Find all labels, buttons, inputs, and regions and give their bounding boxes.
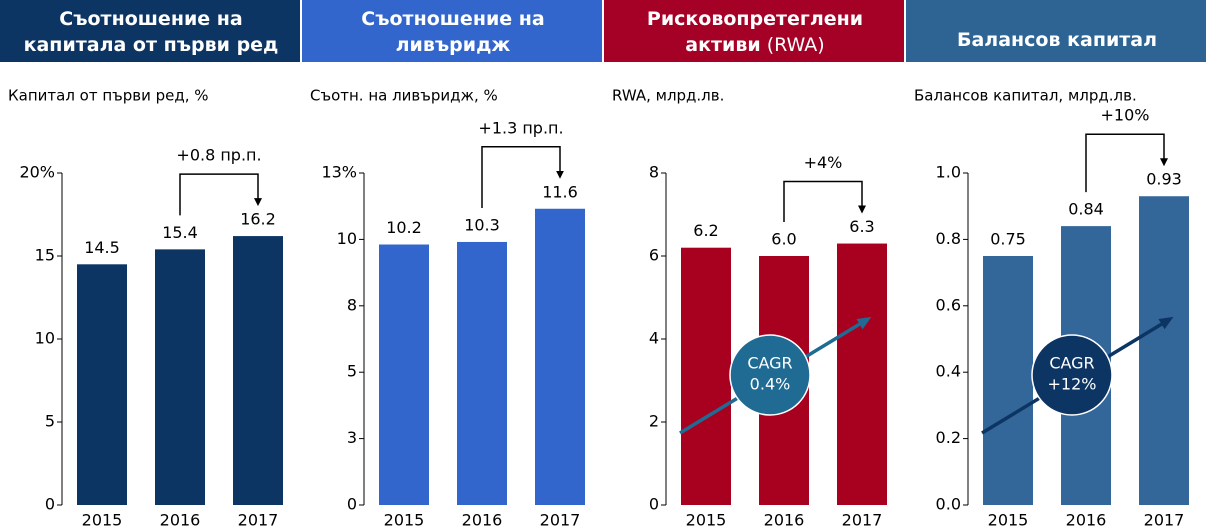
cagr-label: CAGR [747,354,792,373]
header [604,0,904,62]
header [0,0,300,62]
value-label: 10.2 [386,218,422,237]
header-title: Балансов капитал [957,29,1157,51]
header [302,0,602,62]
bar [837,243,887,506]
header-title-line: Съотношение на [59,8,242,30]
cagr-circle [729,334,811,416]
x-tick-label: 2017 [842,511,883,530]
y-tick-label: 15 [35,246,55,265]
bracket [783,180,866,222]
header-title-line: Рисковопретеглени [647,8,863,30]
annotation: +0.8 пр.п. [176,146,261,165]
value-label: 10.3 [464,215,500,234]
y-tick-label: 0.6 [936,295,961,314]
header-title-suffix: (RWA) [767,34,825,56]
x-tick-label: 2015 [686,511,727,530]
value-label: 11.6 [542,182,578,201]
y-tick-label: 8 [649,163,659,182]
annotation: +10% [1101,106,1150,125]
bar [681,247,731,505]
y-tick-label: 13% [321,163,357,182]
header-title: Съотношение на [59,8,242,30]
x-tick-label: 2015 [82,511,123,530]
header-title-line: Балансов капитал [957,29,1157,51]
header-title: активи (RWA) [685,34,824,56]
value-label: 0.84 [1068,200,1104,219]
bar [457,241,507,505]
value-label: 16.2 [240,210,276,229]
bracket [481,146,564,208]
header-title: капитала от първи ред [24,34,279,56]
annotation: +1.3 пр.п. [478,118,563,137]
x-tick-label: 2017 [238,511,279,530]
y-tick-label: 0.2 [936,428,961,447]
subtitle: Капитал от първи ред, % [8,87,209,105]
x-tick-label: 2016 [1066,511,1107,530]
y-tick-label: 4 [649,329,659,348]
y-tick-label: 0.8 [936,229,961,248]
y-tick-label: 0 [649,495,659,514]
header-title: Рисковопретеглени [647,8,863,30]
x-tick-label: 2016 [764,511,805,530]
subtitle: RWA, млрд.лв. [612,87,724,105]
annotation: +4% [804,153,843,172]
bar [535,208,585,505]
y-tick-label: 0 [45,495,55,514]
y-tick-label: 1.0 [936,163,961,182]
y-tick-label: 0.0 [936,495,961,514]
header-title-line: капитала от първи ред [24,34,279,56]
value-label: 0.93 [1146,170,1182,189]
header-title-line: Съотношение на [361,8,544,30]
x-tick-label: 2016 [462,511,503,530]
bar [77,264,127,505]
value-label: 15.4 [162,223,198,242]
header-title-line: активи [685,34,760,56]
subtitle: Съотн. на ливъридж, % [310,87,498,105]
header-title: ливъридж [396,34,511,56]
x-tick-label: 2015 [384,511,425,530]
cagr-label: CAGR [1049,354,1094,373]
bracket [179,173,262,216]
y-tick-label: 6 [649,246,659,265]
header-title: Съотношение на [361,8,544,30]
x-tick-label: 2015 [988,511,1029,530]
bar [983,256,1033,505]
y-tick-label: 2 [649,412,659,431]
cagr-rate: 0.4% [750,375,791,394]
y-tick-label: 5 [347,362,357,381]
value-label: 6.3 [849,217,874,236]
y-tick-label: 8 [347,295,357,314]
y-tick-label: 3 [347,428,357,447]
value-label: 6.2 [693,221,718,240]
bar [1139,196,1189,506]
x-tick-label: 2016 [160,511,201,530]
cagr-rate: +12% [1048,375,1097,394]
bar [233,236,283,505]
y-tick-label: 20% [19,163,55,182]
bar [379,244,429,505]
y-tick-label: 10 [35,329,55,348]
y-tick-label: 5 [45,412,55,431]
bar [155,249,205,505]
y-tick-label: 0 [347,495,357,514]
x-tick-label: 2017 [1144,511,1185,530]
value-label: 6.0 [771,230,796,249]
x-tick-label: 2017 [540,511,581,530]
subtitle: Балансов капитал, млрд.лв. [914,87,1137,105]
cagr-circle [1031,334,1113,416]
value-label: 14.5 [84,238,120,257]
bracket [1085,133,1168,193]
value-label: 0.75 [990,230,1026,249]
y-tick-label: 0.4 [936,362,961,381]
header-title-line: ливъридж [396,34,511,56]
header [906,0,1206,62]
y-tick-label: 10 [337,229,357,248]
